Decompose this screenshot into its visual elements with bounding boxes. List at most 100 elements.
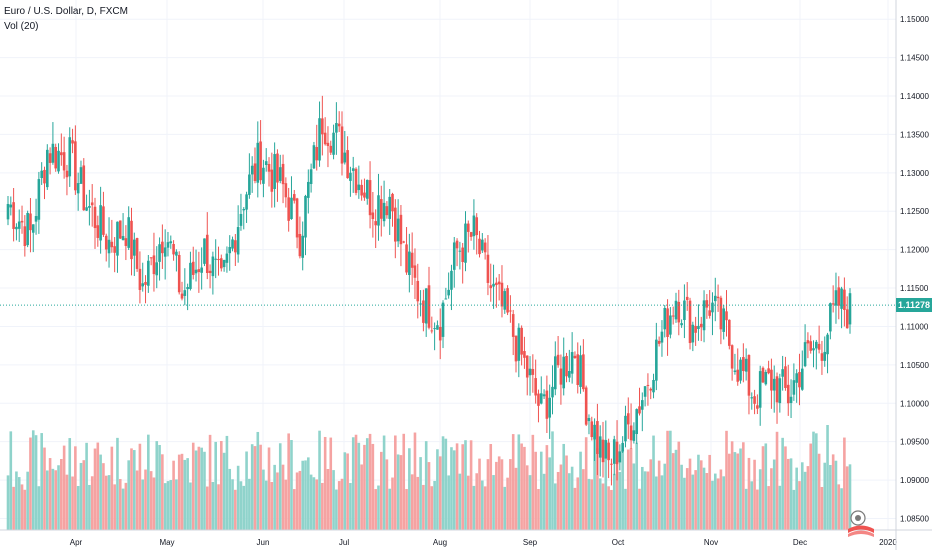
candle-body — [388, 196, 392, 219]
candle-body — [683, 300, 686, 321]
volume-bar — [657, 460, 661, 530]
candle-body — [93, 206, 97, 229]
volume-bar — [116, 437, 119, 530]
volume-bar — [413, 432, 417, 530]
candle-body — [699, 323, 703, 328]
candle-body — [149, 257, 153, 259]
volume-bar — [635, 442, 638, 530]
candle-body — [809, 341, 813, 351]
candle-body — [758, 371, 762, 408]
candle-body — [705, 300, 709, 308]
volume-bar — [177, 454, 181, 530]
candle-body — [60, 152, 63, 156]
volume-bar — [354, 434, 358, 530]
volume-bar — [172, 460, 175, 530]
symbol-title[interactable]: Euro / U.S. Dollar, D, FXCM — [4, 6, 128, 17]
candle-body — [278, 167, 282, 181]
volume-bar — [318, 430, 321, 530]
volume-bar — [363, 444, 366, 530]
candle-body — [562, 356, 566, 389]
candle-body — [365, 179, 369, 199]
volume-bar — [607, 486, 610, 530]
volume-indicator-label[interactable]: Vol (20) — [4, 21, 39, 32]
candle-body — [450, 270, 453, 290]
volume-bar — [455, 443, 459, 530]
candle-body — [99, 205, 102, 241]
candle-body — [135, 238, 139, 269]
candle-body — [85, 207, 88, 211]
candle-body — [525, 355, 529, 378]
volume-bar — [133, 450, 136, 530]
candle-body — [568, 370, 571, 378]
volume-bar — [781, 437, 784, 530]
candle-body — [795, 373, 798, 383]
volume-bar — [669, 430, 672, 530]
candle-body — [554, 356, 557, 390]
candle-body — [90, 202, 94, 206]
candle-body — [629, 425, 633, 441]
volume-bar — [582, 469, 585, 530]
volume-bar — [107, 475, 111, 530]
candle-body — [806, 340, 810, 344]
candle-body — [214, 258, 217, 260]
candle-body — [422, 300, 425, 323]
candle-body — [9, 204, 13, 208]
candle-body — [539, 393, 543, 404]
volume-bar — [351, 437, 355, 530]
candle-body — [323, 132, 327, 145]
volume-bar — [346, 453, 349, 530]
volume-bar — [688, 458, 692, 530]
candle-body — [772, 378, 776, 391]
volume-bar — [820, 486, 824, 530]
x-tick-label: Jun — [257, 538, 270, 547]
volume-bar — [598, 478, 602, 530]
candle-body — [685, 296, 689, 301]
candle-body — [329, 145, 333, 153]
candle-body — [54, 146, 58, 169]
volume-bar — [711, 480, 714, 530]
candle-body — [626, 413, 630, 425]
candle-body — [284, 183, 288, 198]
volume-bar — [641, 466, 644, 530]
candle-body — [357, 184, 361, 191]
volume-bar — [514, 467, 518, 530]
candle-body — [607, 442, 610, 461]
volume-bar — [26, 471, 29, 530]
candle-body — [657, 340, 661, 344]
volume-bar — [200, 447, 203, 530]
volume-bar — [430, 486, 434, 530]
candle-body — [31, 224, 35, 233]
volume-bar — [450, 447, 453, 530]
volume-bar — [730, 441, 734, 530]
candle-body — [744, 358, 748, 372]
candle-body — [444, 298, 448, 300]
candle-body — [618, 451, 622, 463]
volume-bar — [795, 467, 798, 530]
candle-body — [250, 165, 254, 175]
volume-bar — [848, 464, 852, 530]
volume-bar — [220, 441, 223, 530]
candle-body — [130, 220, 133, 260]
volume-bar — [295, 472, 299, 530]
candle-body — [228, 247, 232, 254]
volume-bar — [573, 487, 577, 530]
candle-body — [144, 281, 147, 285]
candle-body — [368, 180, 372, 216]
volume-bar — [54, 470, 58, 530]
volume-bar — [205, 486, 209, 530]
candle-body — [843, 289, 846, 310]
volume-bar — [511, 434, 515, 530]
candle-body — [736, 369, 740, 382]
candle-body — [17, 221, 21, 229]
volume-bar — [365, 438, 369, 530]
volume-bar — [127, 460, 130, 530]
candle-body — [469, 232, 473, 237]
candle-body — [492, 283, 495, 287]
volume-bar — [489, 444, 493, 530]
volume-bar — [466, 475, 470, 530]
volume-bar — [290, 440, 293, 530]
volume-bar — [180, 453, 184, 530]
volume-bar — [792, 489, 796, 530]
candle-body — [124, 238, 128, 246]
